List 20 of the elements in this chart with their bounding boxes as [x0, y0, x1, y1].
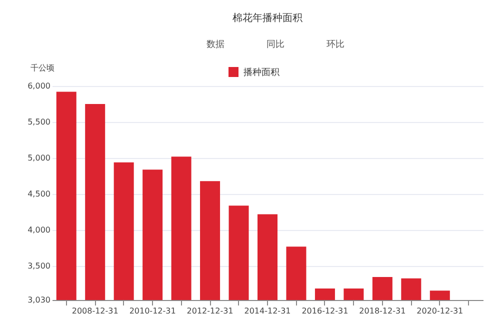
text: 数据 [206, 39, 224, 50]
x-tick-label: 2018-12-31 [359, 306, 406, 316]
x-tick-label: 2010-12-31 [129, 306, 176, 316]
x-tick-label: 2014-12-31 [244, 306, 291, 316]
y-tick-label: 6,000 [28, 82, 50, 90]
y-tick-label: 5,000 [28, 154, 50, 163]
y-tick-label: 4,500 [28, 190, 50, 199]
chart-title: 棉花年播种面积 [232, 12, 302, 24]
x-tick-label: 2012-12-31 [186, 306, 234, 316]
x-tick-label: 2008-12-31 [72, 306, 118, 316]
legend-label: 播种面积 [244, 67, 280, 78]
y-tick-label: 5,500 [28, 118, 50, 127]
y-axis-title: 千公顷 [30, 64, 54, 72]
y-tick-label: 4,000 [28, 226, 50, 235]
text: 同比 [266, 39, 284, 50]
x-tick-label: 2016-12-31 [302, 306, 348, 316]
x-tick-label: 2020-12-31 [416, 306, 464, 316]
y-tick-label: 3,500 [28, 262, 50, 271]
text: 环比 [326, 39, 344, 50]
y-tick-label: 3,030 [28, 296, 50, 304]
